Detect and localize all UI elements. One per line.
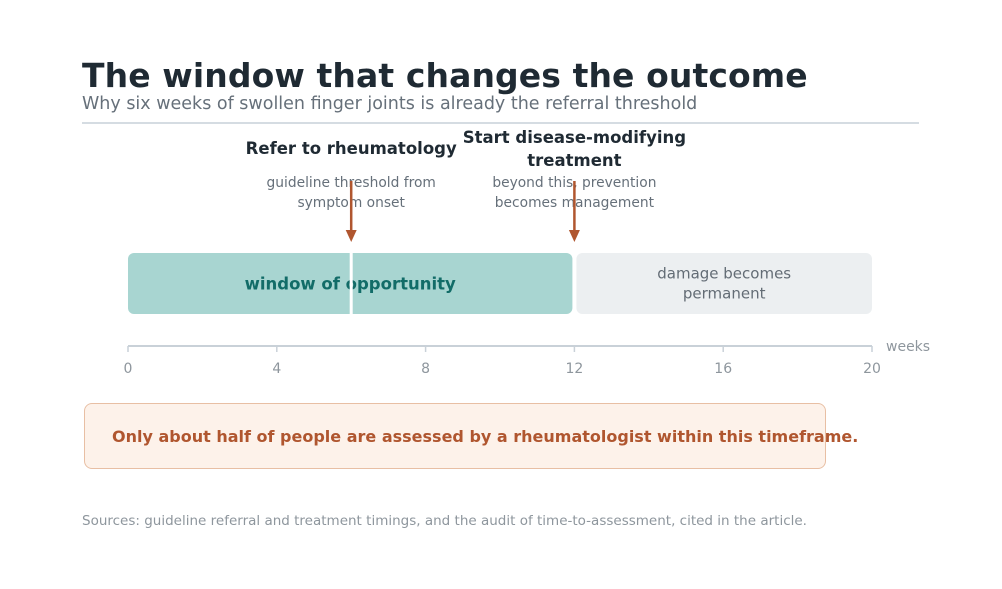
axis-tick-label: 0 [124,361,133,377]
segment-label: damage becomes [657,265,791,283]
axis-tick-label: 8 [421,361,430,377]
segment-bar-1 [576,253,872,314]
marker-arrowhead [568,230,580,242]
callout-box: Only about half of people are assessed b… [84,403,858,469]
axis-tick-label: 4 [272,361,281,377]
segment-label: permanent [683,285,766,303]
axis-unit-label: weeks [886,339,930,355]
header-divider [82,122,919,124]
axis-tick-label: 16 [714,361,732,377]
axis-tick-label: 12 [565,361,583,377]
callout-text: Only about half of people are assessed b… [112,426,859,446]
sources-note: Sources: guideline referral and treatmen… [82,513,807,529]
axis-tick-label: 20 [863,361,881,377]
marker-arrowhead [345,230,357,242]
page-title: The window that changes the outcome [82,56,808,95]
marker-title: treatment [527,151,621,170]
marker-title: Start disease-modifying [463,128,686,147]
marker-title: Refer to rheumatology [246,139,457,158]
page-subtitle: Why six weeks of swollen finger joints i… [82,94,698,114]
